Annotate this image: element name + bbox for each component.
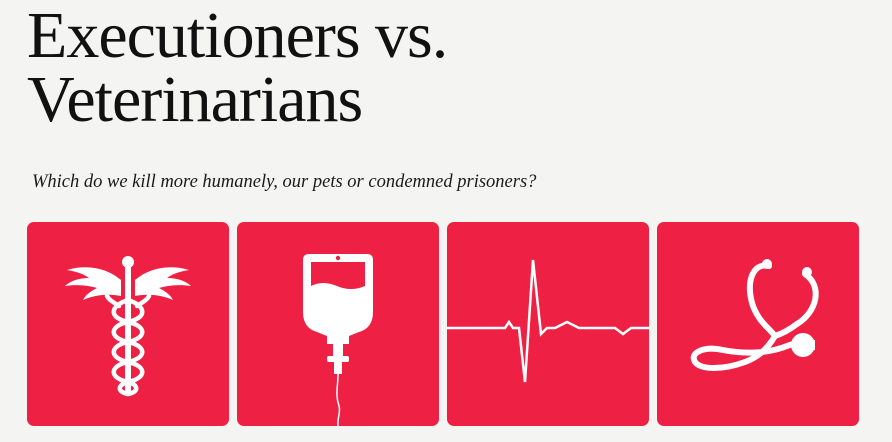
caduceus-icon [27,222,229,426]
tile-stethoscope [657,222,859,426]
heartbeat-icon [447,222,649,426]
page-title: Executioners vs. Veterinarians [27,0,448,136]
tile-caduceus [27,222,229,426]
tile-iv-bag [237,222,439,426]
stethoscope-icon [657,222,859,426]
page-subtitle: Which do we kill more humanely, our pets… [32,172,537,192]
iv-bag-icon [237,222,439,426]
tile-heartbeat [447,222,649,426]
title-line-2: Veterinarians [27,63,363,136]
title-line-1: Executioners vs. [27,0,448,72]
